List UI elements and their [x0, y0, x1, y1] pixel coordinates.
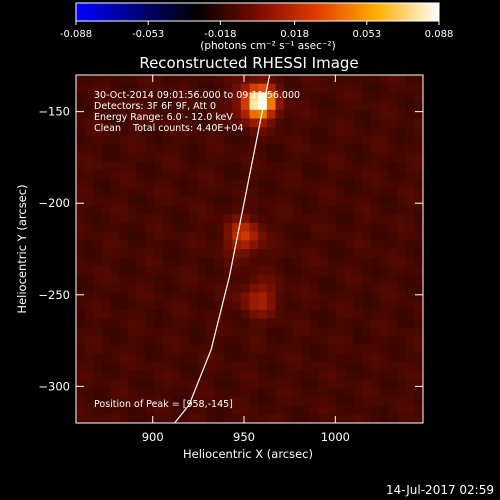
colorbar-tick-label: 0.018 — [280, 29, 309, 40]
plot-frame — [75, 74, 424, 424]
colorbar-unit: (photons cm⁻² s⁻¹ asec⁻²) — [200, 40, 335, 52]
info-detectors: Detectors: 3F 6F 9F, Att 0 — [94, 101, 216, 112]
colorbar-tick-label: -0.018 — [204, 29, 236, 40]
colorbar-tick-label: -0.088 — [60, 29, 92, 40]
info-block: 30-Oct-2014 09:01:56.000 to 09:11:56.000… — [94, 90, 300, 134]
peak-position-label: Position of Peak = [958,-145] — [94, 399, 233, 410]
axes: 900 950 1000 −150 −200 −250 −300 — [38, 75, 423, 444]
info-time-range: 30-Oct-2014 09:01:56.000 to 09:11:56.000 — [94, 90, 300, 101]
x-axis-tick-label: 1000 — [321, 430, 350, 444]
y-axis-tick-label: −200 — [38, 196, 70, 210]
y-axis-tick-label: −150 — [38, 105, 70, 119]
y-axis-tick-label: −300 — [38, 379, 70, 393]
y-axis-tick-label: −250 — [38, 288, 70, 302]
colorbar-tick-label: 0.088 — [425, 29, 454, 40]
y-axis-label: Heliocentric Y (arcsec) — [15, 184, 29, 313]
footer-timestamp: 14-Jul-2017 02:59 — [386, 483, 494, 497]
chart-title: Reconstructed RHESSI Image — [139, 54, 358, 72]
colorbar-ticks: -0.088 -0.053 -0.018 0.018 0.053 0.088 — [60, 21, 453, 40]
colorbar — [75, 2, 440, 22]
x-axis-tick-label: 900 — [142, 430, 164, 444]
solar-limb-curve — [174, 75, 271, 423]
info-energy-range: Energy Range: 6.0 - 12.0 keV — [94, 112, 233, 123]
info-clean-counts: Clean Total counts: 4.40E+04 — [94, 123, 243, 134]
heatmap-image — [76, 75, 423, 423]
x-axis-tick-label: 950 — [233, 430, 255, 444]
colorbar-tick-label: 0.053 — [352, 29, 381, 40]
colorbar-tick-label: -0.053 — [132, 29, 164, 40]
x-axis-label: Heliocentric X (arcsec) — [183, 447, 313, 461]
